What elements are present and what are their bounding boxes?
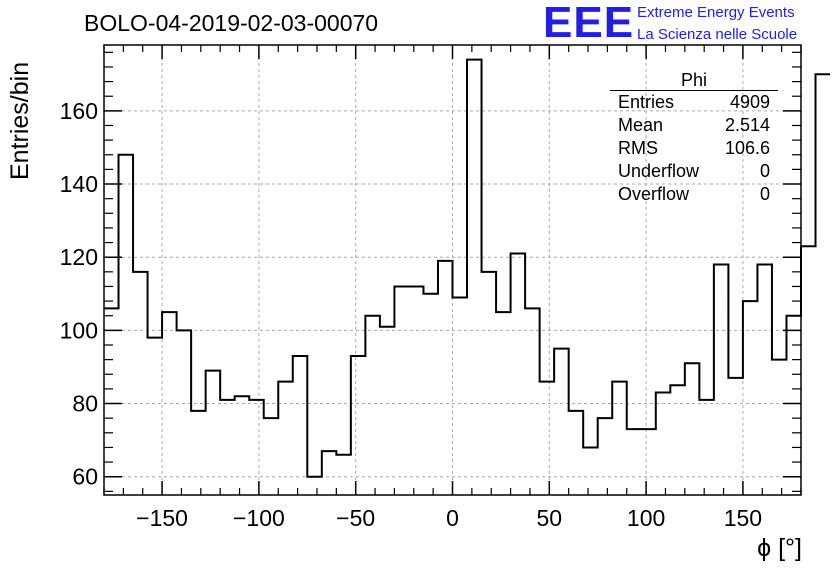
histogram-bin [743, 301, 758, 495]
x-tick-label: 0 [446, 505, 459, 531]
histogram-bin [235, 396, 250, 495]
x-tick-label: 50 [537, 505, 563, 531]
histogram-bin [453, 297, 468, 495]
histogram-bin [293, 356, 308, 495]
histogram-bin [336, 455, 351, 495]
histogram-bin [482, 272, 497, 495]
y-tick-label: 160 [60, 98, 98, 124]
histogram-bin [540, 382, 555, 495]
histogram-bin [801, 246, 816, 495]
histogram-bin [133, 272, 148, 495]
histogram-bin [714, 265, 729, 495]
stats-row: Entries 4909 [610, 91, 778, 114]
histogram-bin [467, 60, 482, 495]
histogram-bin [699, 400, 714, 495]
histogram-bin [177, 330, 192, 495]
x-tick-label: 150 [724, 505, 762, 531]
y-tick-label: 140 [60, 171, 98, 197]
histogram-bin [191, 411, 206, 495]
histogram-bin [612, 382, 627, 495]
axis-ticks [103, 45, 802, 495]
y-tick-label: 80 [72, 391, 98, 417]
logo-line-1: Extreme Energy Events [637, 4, 795, 21]
histogram-bin [641, 429, 656, 495]
y-tick-label: 120 [60, 244, 98, 270]
histogram-bin [365, 316, 380, 495]
stats-title: Phi [610, 70, 778, 91]
histogram-bin [119, 155, 134, 495]
stats-row: Mean 2.514 [610, 114, 778, 137]
histogram-bin [220, 400, 235, 495]
histogram-bin [409, 286, 424, 495]
histogram-bin [249, 400, 264, 495]
stats-value: 106.6 [724, 138, 770, 158]
stats-row: Underflow 0 [610, 160, 778, 183]
stats-box: Phi Entries 4909 Mean 2.514 RMS 106.6 Under… [610, 70, 778, 206]
stats-row: RMS 106.6 [610, 137, 778, 160]
x-tick-label: −100 [233, 505, 285, 531]
histogram-bin [438, 261, 453, 495]
stats-label: Mean [618, 115, 664, 135]
histogram-bin [380, 327, 395, 495]
stats-value: 0 [759, 184, 770, 204]
y-tick-label: 100 [60, 317, 98, 343]
x-axis-label: ϕ [°] [757, 534, 802, 562]
histogram-bin [496, 312, 511, 495]
y-axis-label: Entries/bin [6, 61, 34, 180]
stats-label: Underflow [618, 161, 700, 181]
x-tick-label: −150 [136, 505, 188, 531]
histogram-bin [656, 393, 671, 495]
stats-value: 0 [759, 161, 770, 181]
histogram-bin [772, 360, 787, 495]
histogram-bin [322, 451, 337, 495]
histogram-bin [525, 308, 540, 495]
eee-logo: EEE [543, 0, 635, 47]
plot-frame [103, 44, 802, 496]
logo-line-2: La Scienza nelle Scuole [637, 26, 798, 43]
x-tick-label: 100 [627, 505, 665, 531]
histogram-bin [162, 312, 177, 495]
x-tick-label: −50 [336, 505, 375, 531]
stats-row: Overflow 0 [610, 183, 778, 206]
histogram-bin [598, 418, 613, 495]
histogram-bin [728, 378, 743, 495]
histogram-bin [786, 316, 801, 495]
histogram-bin [554, 349, 569, 495]
histogram-series [104, 58, 831, 478]
stats-value: 4909 [729, 92, 770, 112]
histogram-bin [148, 338, 163, 495]
stats-label: RMS [618, 138, 658, 158]
histogram-bin [511, 254, 526, 495]
chart-title: BOLO-04-2019-02-03-00070 [84, 10, 379, 36]
histogram-bin [394, 286, 409, 495]
histogram-bin [278, 382, 293, 495]
histogram-bin [627, 429, 642, 495]
histogram-bin [583, 447, 598, 495]
histogram-bin [307, 477, 322, 495]
stats-label: Entries [618, 92, 675, 112]
histogram-bin [757, 265, 772, 495]
grid-lines [104, 45, 801, 495]
histogram-bin [685, 363, 700, 495]
y-tick-label: 60 [72, 464, 98, 490]
histogram-bin [816, 74, 831, 495]
histogram-bin [351, 356, 366, 495]
histogram-bin [569, 411, 584, 495]
stats-value: 2.514 [724, 115, 770, 135]
histogram-bin [423, 294, 438, 495]
histogram-bin [670, 385, 685, 495]
histogram-bin [264, 418, 279, 495]
histogram-bin [104, 308, 119, 495]
histogram-bin [206, 371, 221, 495]
stats-label: Overflow [618, 184, 690, 204]
